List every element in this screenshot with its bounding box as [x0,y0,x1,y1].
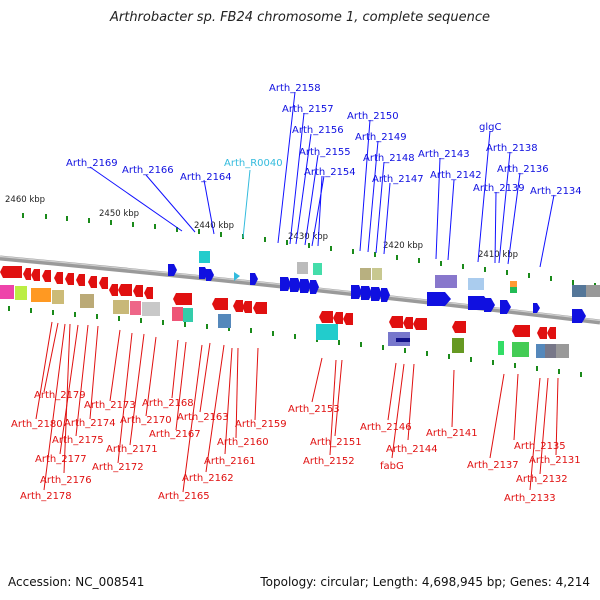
gene-label[interactable]: Arth_2178 [20,491,72,502]
gene-label[interactable]: Arth_2154 [304,167,356,178]
forward-gene-labels: Arth_2158 Arth_2157 Arth_2156 Arth_2155 … [66,83,582,197]
gene-label[interactable]: Arth_2136 [497,164,549,175]
gene-label[interactable]: Arth_2152 [303,456,355,467]
trna-leader-line [242,169,251,239]
sequence-summary: Topology: circular; Length: 4,698,945 bp… [260,575,590,589]
gene-label[interactable]: Arth_2141 [426,428,478,439]
gene-label[interactable]: Arth_2156 [292,125,344,136]
gene-label[interactable]: Arth_2160 [217,437,269,448]
trna-arrow-R0040[interactable] [234,272,240,281]
gene-label[interactable]: Arth_2170 [120,415,172,426]
gene-label[interactable]: Arth_2164 [180,172,232,183]
reverse-gene-arrows-mid[interactable] [109,284,556,339]
gene-label[interactable]: Arth_2139 [473,183,525,194]
gene-label[interactable]: Arth_2162 [182,473,234,484]
gene-label[interactable]: glgC [479,122,501,133]
gene-label[interactable]: Arth_2176 [40,475,92,486]
gene-label[interactable]: Arth_2148 [363,153,415,164]
kbp-label-2450: 2450 kbp [99,209,139,219]
gene-label[interactable]: Arth_2150 [347,111,399,122]
gene-label[interactable]: Arth_2161 [204,456,256,467]
gene-label[interactable]: Arth_2165 [158,491,210,502]
gene-label[interactable]: Arth_2138 [486,143,538,154]
gene-label[interactable]: Arth_2137 [467,460,519,471]
gene-label[interactable]: Arth_R0040 [224,158,283,169]
gene-label[interactable]: Arth_2135 [514,441,566,452]
gene-label[interactable]: Arth_2151 [310,437,362,448]
gene-label[interactable]: Arth_2172 [92,462,144,473]
gene-label[interactable]: Arth_2132 [516,474,568,485]
gene-label[interactable]: Arth_2143 [418,149,470,160]
map-title: Arthrobacter sp. FB24 chromosome 1, comp… [109,10,491,25]
gene-label[interactable]: Arth_2179 [34,390,86,401]
gene-label[interactable]: Arth_2173 [84,400,136,411]
gene-label[interactable]: Arth_2134 [530,186,582,197]
forward-leader-lines [89,91,555,268]
kbp-label-2460: 2460 kbp [5,195,45,205]
gene-label[interactable]: Arth_2155 [299,147,351,158]
reverse-gene-arrows-top[interactable] [0,266,108,289]
gene-label[interactable]: fabG [380,461,404,472]
gene-label[interactable]: Arth_2131 [529,455,581,466]
gene-label[interactable]: Arth_2144 [386,444,438,455]
gene-label[interactable]: Arth_2180 [11,419,63,430]
accession-label: Accession: NC_008541 [8,575,145,589]
gene-label[interactable]: Arth_2166 [122,165,174,176]
gene-label[interactable]: Arth_2147 [372,174,424,185]
gene-label[interactable]: Arth_2159 [235,419,287,430]
gene-label[interactable]: Arth_2133 [504,493,556,504]
gene-label[interactable]: Arth_2177 [35,454,87,465]
forward-gene-arrows[interactable] [168,264,586,323]
gene-label[interactable]: Arth_2169 [66,158,118,169]
reverse-feature-blocks [0,285,569,358]
gene-label[interactable]: Arth_2174 [64,418,116,429]
gene-label[interactable]: Arth_2146 [360,422,412,433]
gene-label[interactable]: Arth_2149 [355,132,407,143]
kbp-label-2440: 2440 kbp [194,221,234,231]
gene-label[interactable]: Arth_2168 [142,398,194,409]
kbp-label-2420: 2420 kbp [383,241,423,251]
reverse-leader-lines [35,321,559,493]
gene-label[interactable]: Arth_2167 [149,429,201,440]
gene-label[interactable]: Arth_2157 [282,104,334,115]
gene-label[interactable]: Arth_2142 [430,170,482,181]
reverse-gene-labels: Arth_2179 Arth_2180 Arth_2174 Arth_2173 … [11,390,581,504]
gene-label[interactable]: Arth_2163 [177,412,229,423]
gene-label[interactable]: Arth_2175 [52,435,104,446]
gene-label[interactable]: Arth_2153 [288,404,340,415]
kbp-label-2410: 2410 kbp [478,250,518,260]
gene-label[interactable]: Arth_2158 [269,83,321,94]
kbp-label-2430: 2430 kbp [288,232,328,242]
forward-feature-blocks [199,251,600,297]
gene-label[interactable]: Arth_2171 [106,444,158,455]
